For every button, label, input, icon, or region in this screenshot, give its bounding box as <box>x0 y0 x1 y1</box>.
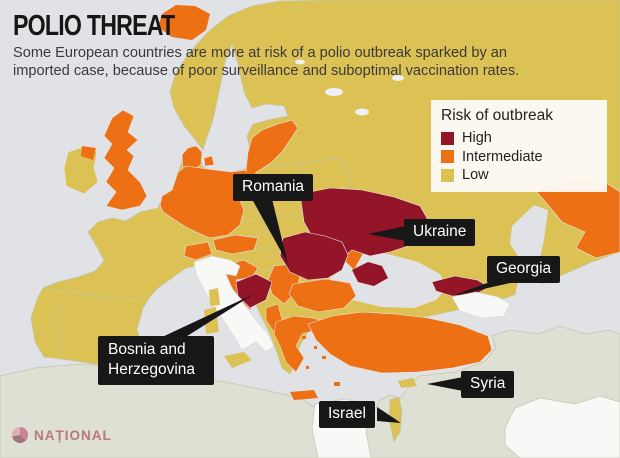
country-saudi-arabia <box>504 395 620 458</box>
country-crimea <box>352 262 388 286</box>
national-watermark: NAȚIONAL <box>12 427 112 443</box>
page-title: POLIO THREAT <box>13 10 175 42</box>
legend-item-high: High <box>441 131 597 146</box>
country-bulgaria <box>288 278 357 313</box>
label-syria: Syria <box>461 371 515 398</box>
label-ukraine: Ukraine <box>404 219 476 246</box>
country-turkey <box>307 311 493 374</box>
legend-label-low: Low <box>462 167 489 183</box>
label-israel: Israel <box>319 401 375 428</box>
national-logo-text: NAȚIONAL <box>34 427 112 443</box>
label-bosnia-herzegovina: Bosnia and Herzegovina <box>98 336 214 385</box>
legend-label-high: High <box>462 130 492 146</box>
bosnia-pointer <box>160 294 254 338</box>
country-baltic-states <box>245 119 299 177</box>
country-switzerland <box>183 241 213 261</box>
country-sicily <box>224 352 252 368</box>
country-romania <box>279 231 349 281</box>
low-risk-swatch <box>441 168 454 182</box>
subtitle-line-1: Some European countries are more at risk… <box>13 45 508 61</box>
region-north-africa <box>0 363 337 458</box>
syria-pointer <box>427 377 463 391</box>
label-georgia: Georgia <box>487 256 561 283</box>
label-pointers <box>160 199 510 423</box>
lakes <box>295 59 404 116</box>
national-logo-icon <box>12 427 28 443</box>
high-risk-swatch <box>441 131 454 145</box>
country-united-kingdom <box>103 109 148 211</box>
country-cyprus <box>398 378 417 388</box>
intermediate-risk-swatch <box>441 150 454 164</box>
country-corsica <box>209 288 220 306</box>
legend-label-intermediate: Intermediate <box>462 148 543 165</box>
israel-pointer <box>377 407 401 423</box>
country-northern-ireland <box>81 146 96 160</box>
legend-item-low: Low <box>441 168 597 183</box>
country-crete <box>290 390 318 400</box>
page-subtitle: Some European countries are more at risk… <box>13 44 553 81</box>
country-austria <box>212 234 259 255</box>
legend-item-intermediate: Intermediate <box>441 148 597 165</box>
country-iceland <box>158 5 210 40</box>
risk-legend: Risk of outbreak High Intermediate Low <box>431 100 607 192</box>
georgia-pointer <box>452 282 510 296</box>
country-armenia-azerbaijan <box>451 291 511 319</box>
legend-title: Risk of outbreak <box>441 107 553 124</box>
romania-pointer <box>252 199 288 264</box>
subtitle-line-2: imported case, because of poor surveilla… <box>13 63 520 80</box>
label-romania: Romania <box>233 174 314 201</box>
aegean-islands <box>302 336 340 386</box>
country-denmark <box>181 145 215 171</box>
ukraine-pointer <box>368 226 406 241</box>
country-georgia <box>431 275 490 297</box>
